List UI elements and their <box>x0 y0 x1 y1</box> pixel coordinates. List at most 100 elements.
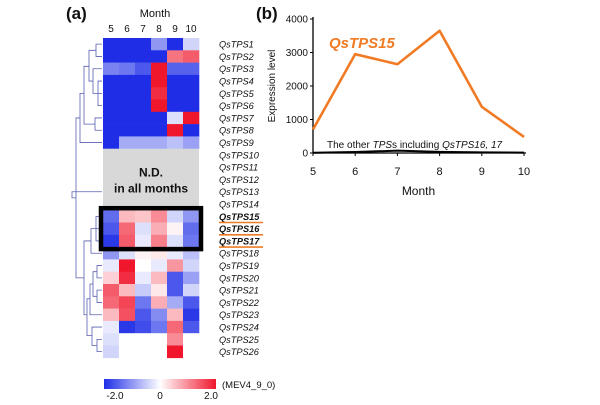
heatmap-column-9: 9 <box>172 24 178 35</box>
heatmap-cell <box>103 235 119 248</box>
heatmap-cell <box>151 296 167 309</box>
heatmap-cell <box>119 100 135 113</box>
heatmap-cell <box>119 210 135 223</box>
heatmap-cell <box>103 63 119 76</box>
x-tick-label: 8 <box>437 166 443 178</box>
heatmap-cell <box>135 210 151 223</box>
dendrogram-branch <box>97 339 102 351</box>
heatmap-cell <box>119 50 135 63</box>
heatmap-cell <box>151 63 167 76</box>
heatmap-cell <box>151 136 167 149</box>
heatmap-cell <box>135 50 151 63</box>
gene-label-qstps13: QsTPS13 <box>219 187 260 197</box>
dendrogram-branch <box>97 266 102 278</box>
gene-label-qstps12: QsTPS12 <box>219 175 259 185</box>
heatmap-cell <box>103 259 119 272</box>
heatmap-cell <box>183 284 199 297</box>
heatmap-cell <box>151 100 167 113</box>
heatmap-cell <box>167 124 183 137</box>
gene-label-qstps7: QsTPS7 <box>219 113 255 123</box>
heatmap-cell <box>119 75 135 88</box>
x-tick-label: 7 <box>394 166 400 178</box>
x-tick-label: 10 <box>518 166 530 178</box>
heatmap-cell <box>103 210 119 223</box>
dendrogram-branch <box>90 284 102 315</box>
heatmap-cell <box>183 259 199 272</box>
gene-label-qstps20: QsTPS20 <box>219 273 260 283</box>
heatmap-cell <box>151 272 167 285</box>
heatmap-column-7: 7 <box>140 24 146 35</box>
heatmap-cell <box>167 75 183 88</box>
heatmap-cell <box>119 321 135 334</box>
y-tick-label: 4000 <box>286 15 309 26</box>
gene-label-qstps17: QsTPS17 <box>219 236 260 246</box>
heatmap-cell <box>119 87 135 100</box>
heatmap-cell <box>151 346 167 359</box>
gene-label-qstps10: QsTPS10 <box>219 150 260 160</box>
other-tps-annotation: The other TPSs including QsTPS16, 17 <box>327 140 503 151</box>
heatmap-cell <box>103 223 119 236</box>
heatmap-cell <box>183 87 199 100</box>
heatmap-cell <box>119 124 135 137</box>
heatmap-cell <box>183 272 199 285</box>
heatmap-cell <box>183 112 199 125</box>
heatmap-cell <box>151 210 167 223</box>
dendrogram-branch <box>87 299 92 336</box>
gene-label-qstps2: QsTPS2 <box>219 52 254 62</box>
heatmap-x-title: Month <box>140 8 171 20</box>
heatmap-cell <box>103 272 119 285</box>
other-ital: TPS <box>373 140 393 151</box>
color-scale-note: (MEV4_9_0) <box>222 380 275 391</box>
gene-label-qstps21: QsTPS21 <box>219 286 259 296</box>
dendrogram-branch <box>95 118 102 130</box>
heatmap-cell <box>135 259 151 272</box>
dendrogram <box>72 44 102 352</box>
heatmap-cell <box>119 296 135 309</box>
heatmap-column-8: 8 <box>156 24 162 35</box>
heatmap-cell <box>183 136 199 149</box>
gene-label-qstps24: QsTPS24 <box>219 322 259 332</box>
heatmap-cell <box>167 210 183 223</box>
x-tick-label: 5 <box>310 166 316 178</box>
heatmap-cell <box>119 272 135 285</box>
heatmap-cell <box>167 100 183 113</box>
y-axis-label: Expression level <box>267 50 278 123</box>
heatmap-cell <box>167 223 183 236</box>
heatmap-cell <box>135 87 151 100</box>
heatmap-cell <box>135 63 151 76</box>
gene-label-qstps19: QsTPS19 <box>219 261 259 271</box>
heatmap-cell <box>103 50 119 63</box>
heatmap-cell <box>135 136 151 149</box>
heatmap-cell <box>151 235 167 248</box>
heatmap-cell <box>135 75 151 88</box>
heatmap-cell <box>167 284 183 297</box>
heatmap-cell <box>119 259 135 272</box>
heatmap-cell <box>183 296 199 309</box>
dendrogram-branch <box>97 290 102 302</box>
heatmap-cell <box>119 136 135 149</box>
heatmap-cell <box>151 333 167 346</box>
nd-label-line2: in all months <box>114 181 188 195</box>
gene-label-qstps4: QsTPS4 <box>219 76 254 86</box>
heatmap-cell <box>151 50 167 63</box>
heatmap-cell <box>151 87 167 100</box>
gene-label-qstps15: QsTPS15 <box>219 212 260 222</box>
heatmap-cell <box>183 235 199 248</box>
heatmap-cell <box>119 63 135 76</box>
panel-a-label: (a) <box>66 4 87 23</box>
gene-label-qstps3: QsTPS3 <box>219 64 255 74</box>
heatmap-cell <box>103 309 119 322</box>
heatmap-cell <box>119 112 135 125</box>
heatmap-cell <box>167 309 183 322</box>
heatmap-cell <box>119 333 135 346</box>
heatmap-cell <box>167 259 183 272</box>
y-tick-label: 1000 <box>286 115 309 126</box>
color-scale-tick: -2.0 <box>106 391 124 400</box>
heatmap-cell <box>119 235 135 248</box>
heatmap-cell <box>183 63 199 76</box>
heatmap-cell <box>167 272 183 285</box>
y-tick-label: 2000 <box>286 82 309 93</box>
heatmap-cell <box>167 38 183 51</box>
